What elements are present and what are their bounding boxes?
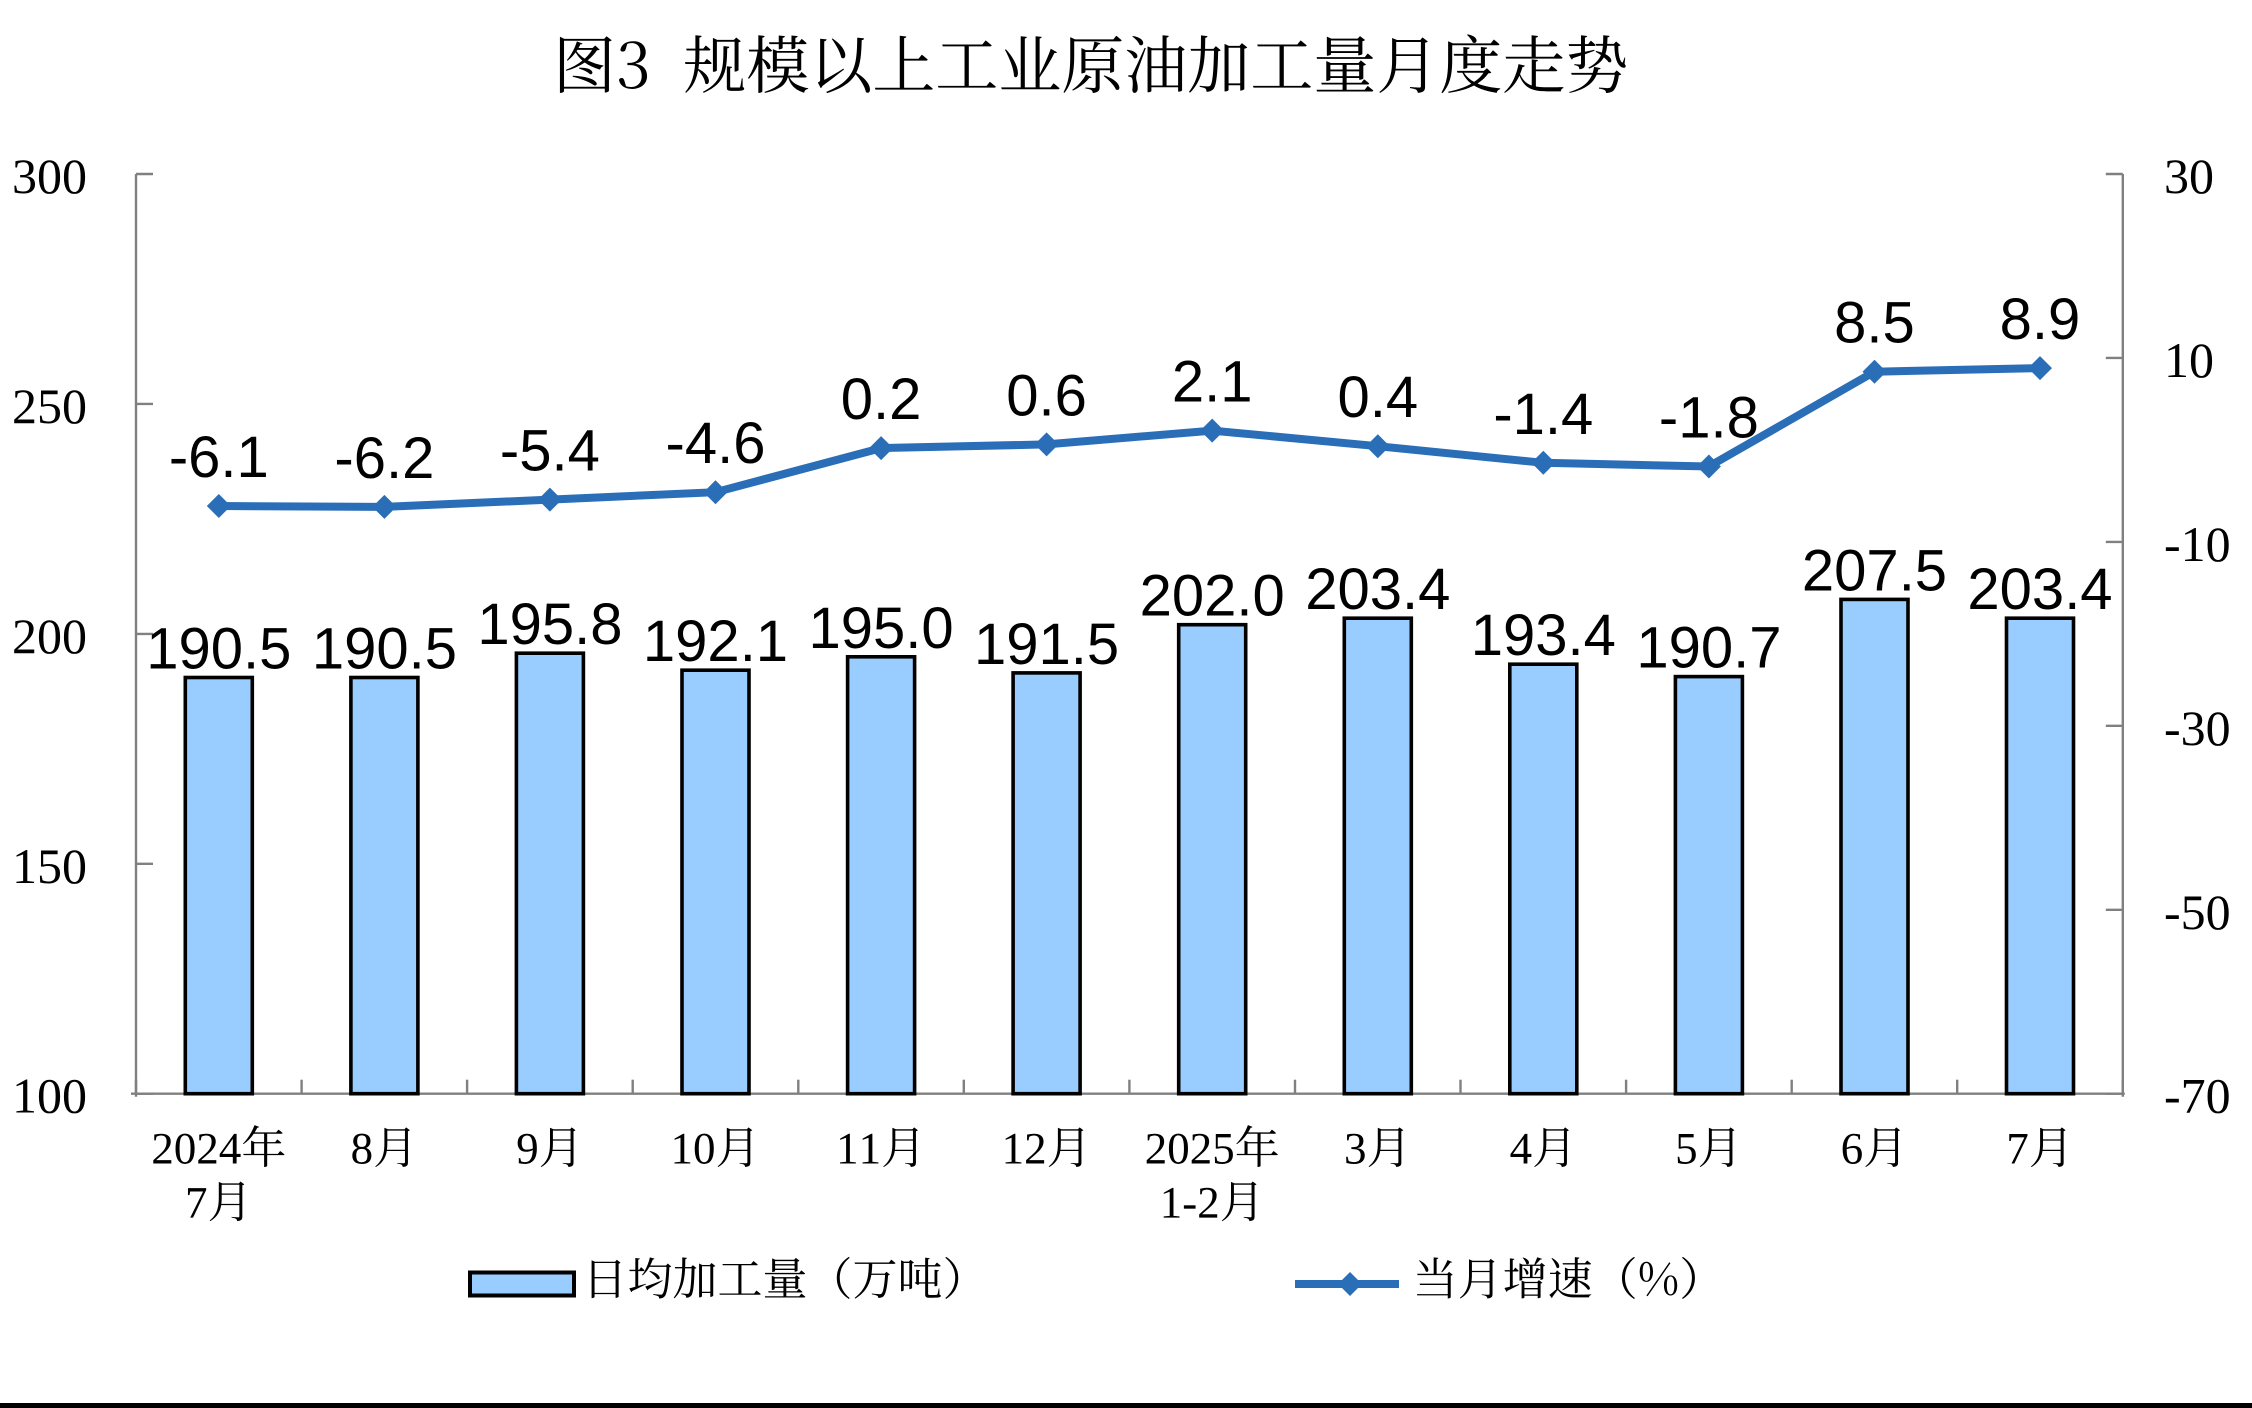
svg-text:-1.8: -1.8 [1659, 386, 1759, 451]
svg-text:8.5: 8.5 [1834, 291, 1915, 356]
svg-text:200: 200 [12, 608, 87, 664]
svg-text:203.4: 203.4 [1967, 557, 2112, 622]
svg-text:8.9: 8.9 [2000, 287, 2081, 352]
svg-text:-30: -30 [2164, 700, 2231, 756]
svg-text:191.5: 191.5 [974, 612, 1119, 677]
svg-text:0.6: 0.6 [1006, 363, 1087, 428]
svg-text:190.5: 190.5 [146, 617, 291, 682]
svg-text:10: 10 [2164, 332, 2214, 388]
svg-text:30: 30 [2164, 148, 2214, 204]
svg-text:202.0: 202.0 [1140, 564, 1285, 629]
svg-text:195.8: 195.8 [477, 592, 622, 657]
svg-text:0.4: 0.4 [1337, 365, 1418, 430]
svg-text:-4.6: -4.6 [666, 411, 766, 476]
svg-text:-10: -10 [2164, 516, 2231, 572]
svg-text:207.5: 207.5 [1802, 538, 1947, 603]
svg-text:192.1: 192.1 [643, 609, 788, 674]
svg-text:195.0: 195.0 [809, 596, 954, 661]
svg-text:0.2: 0.2 [841, 367, 922, 432]
svg-text:100: 100 [12, 1068, 87, 1124]
svg-text:-50: -50 [2164, 884, 2231, 940]
svg-text:203.4: 203.4 [1305, 557, 1450, 622]
svg-text:190.5: 190.5 [312, 617, 457, 682]
svg-text:-5.4: -5.4 [500, 419, 600, 484]
svg-text:-70: -70 [2164, 1068, 2231, 1124]
svg-text:250: 250 [12, 378, 87, 434]
svg-text:2.1: 2.1 [1172, 350, 1253, 415]
svg-text:190.7: 190.7 [1636, 616, 1781, 681]
svg-text:-6.2: -6.2 [334, 426, 434, 491]
svg-text:193.4: 193.4 [1471, 603, 1616, 668]
svg-text:150: 150 [12, 838, 87, 894]
svg-text:300: 300 [12, 148, 87, 204]
svg-text:-1.4: -1.4 [1493, 382, 1593, 447]
svg-text:-6.1: -6.1 [169, 425, 269, 490]
